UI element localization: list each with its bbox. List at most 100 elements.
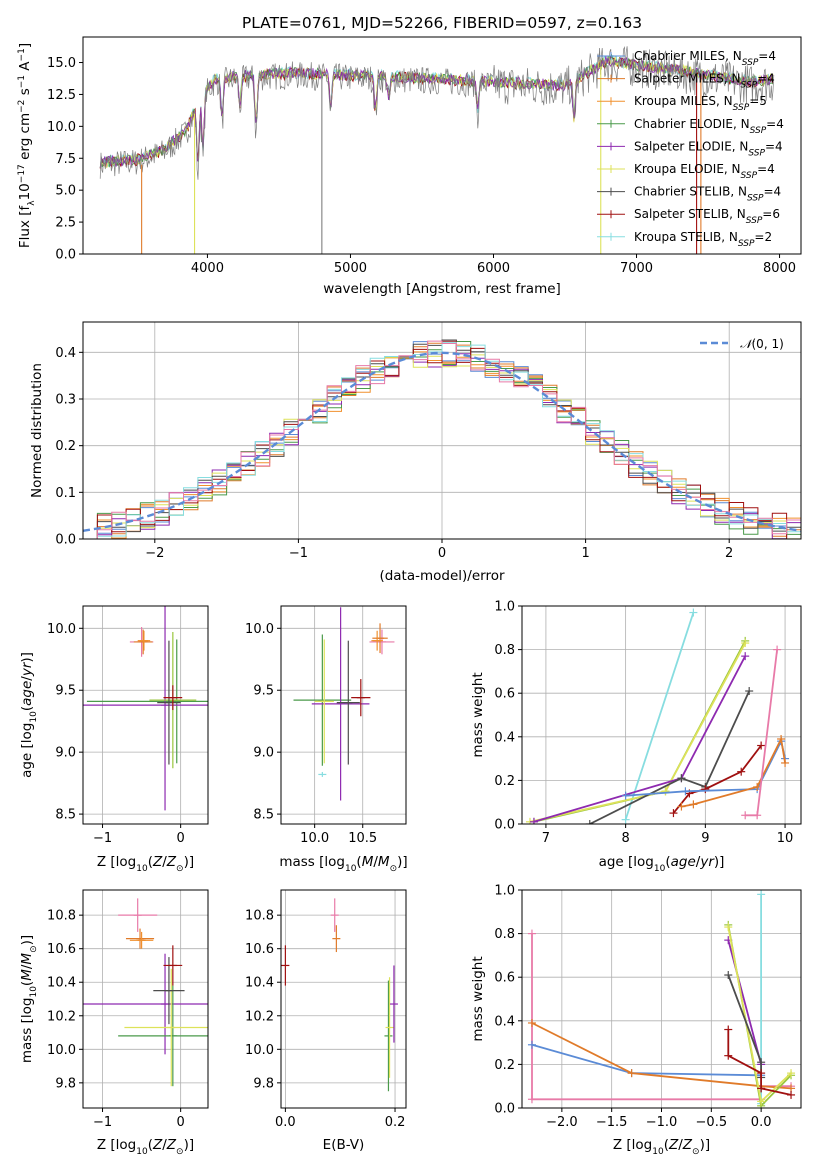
legend-label: Salpeter MILES, NSSP=4	[634, 72, 775, 91]
y-tick-label: 8.5	[55, 808, 76, 823]
y-tick-label: 0.6	[494, 687, 515, 702]
x-axis-label: mass [log10(M/M⊙)]	[279, 854, 407, 874]
y-tick-label: 10.0	[47, 1043, 76, 1058]
y-tick-label: 15.0	[47, 56, 76, 71]
y-tick-label: 10.6	[47, 942, 76, 957]
y-tick-label: 0.0	[55, 248, 76, 263]
y-tick-label: 0.2	[494, 1058, 515, 1073]
x-tick-label: 8	[621, 831, 629, 846]
weight-line	[745, 649, 778, 817]
y-tick-label: 7.5	[55, 152, 76, 167]
legend-label: Kroupa MILES, NSSP=5	[634, 94, 767, 113]
x-tick-label: −1	[93, 831, 112, 846]
y-tick-label: 0.3	[55, 393, 76, 408]
x-tick-label: 4000	[191, 261, 224, 276]
y-axis-label: mass weight	[470, 956, 486, 1041]
axes-frame	[280, 889, 407, 1109]
y-tick-label: 0.8	[494, 643, 515, 658]
plot-area	[525, 608, 790, 824]
x-axis-label: Z [log10(Z/Z⊙)]	[97, 1137, 194, 1157]
x-tick-label: −1.5	[596, 1115, 628, 1130]
x-tick-label: 7	[542, 831, 550, 846]
plot-area	[83, 339, 801, 539]
legend-label: Chabrier MILES, NSSP=4	[634, 49, 776, 68]
y-tick-label: 10.4	[47, 976, 76, 991]
legend-label: Salpeter ELODIE, NSSP=4	[634, 139, 783, 158]
y-tick-label: 12.5	[47, 88, 76, 103]
legend-label: Salpeter STELIB, NSSP=6	[634, 207, 780, 226]
x-tick-label: −2	[145, 546, 164, 561]
histogram-step	[83, 341, 801, 539]
x-tick-label: −2.0	[546, 1115, 578, 1130]
x-tick-label: −1	[289, 546, 308, 561]
plot-area	[281, 898, 398, 1092]
weight-line	[624, 612, 695, 820]
y-tick-label: 10.8	[47, 909, 76, 924]
y-tick-label: 10.8	[245, 909, 274, 924]
y-tick-label: 10.0	[245, 622, 274, 637]
x-tick-label: 5000	[334, 261, 367, 276]
y-tick-label: 0.6	[494, 971, 515, 986]
axes-frame	[521, 605, 802, 825]
y-tick-label: 1.0	[494, 600, 515, 615]
y-tick-label: 0.4	[494, 1014, 515, 1029]
y-tick-label: 0.2	[55, 439, 76, 454]
y-tick-label: 2.5	[55, 216, 76, 231]
x-tick-label: 10.0	[300, 831, 329, 846]
axes-frame	[82, 321, 802, 540]
x-tick-label: 2	[725, 546, 733, 561]
weight-line	[727, 974, 762, 1078]
chart-title: PLATE=0761, MJD=52266, FIBERID=0597, z=0…	[242, 14, 642, 32]
x-tick-label: 0	[438, 546, 446, 561]
x-tick-label: −1.0	[646, 1115, 678, 1130]
y-tick-label: 10.6	[245, 942, 274, 957]
y-tick-label: 10.4	[245, 976, 274, 991]
axes-frame	[82, 889, 209, 1109]
legend-label: Kroupa ELODIE, NSSP=4	[634, 162, 775, 181]
x-tick-label: 10.5	[348, 831, 377, 846]
y-tick-label: 0.4	[494, 730, 515, 745]
normal-curve	[83, 351, 801, 532]
x-tick-label: 0.0	[275, 1115, 296, 1130]
y-axis-label: Normed distribution	[29, 363, 45, 498]
y-tick-label: 1.0	[494, 884, 515, 899]
axes-frame	[280, 605, 407, 825]
y-tick-label: 0.0	[55, 533, 76, 548]
legend-label: Chabrier STELIB, NSSP=4	[634, 185, 781, 204]
legend-label: 𝒩(0, 1)	[740, 337, 784, 351]
y-tick-label: 5.0	[55, 184, 76, 199]
weight-line	[727, 939, 762, 1065]
y-tick-label: 10.2	[47, 1009, 76, 1024]
y-tick-label: 10.0	[245, 1043, 274, 1058]
y-tick-label: 10.0	[47, 120, 76, 135]
histogram-step	[83, 340, 801, 539]
y-tick-label: 0.2	[494, 774, 515, 789]
y-tick-label: 9.5	[55, 684, 76, 699]
x-tick-label: 0	[177, 831, 185, 846]
y-tick-label: 9.8	[253, 1076, 274, 1091]
y-tick-label: 0.0	[494, 818, 515, 833]
legend-label: Kroupa STELIB, NSSP=2	[634, 230, 772, 249]
y-axis-label: Flux [fλ10−17 erg cm−2 s−1 A−1]	[17, 43, 37, 248]
x-tick-label: 1	[581, 546, 589, 561]
x-tick-label: 9	[701, 831, 709, 846]
x-tick-label: 0.0	[751, 1115, 772, 1130]
x-tick-label: −1	[93, 1115, 112, 1130]
x-tick-label: 8000	[763, 261, 796, 276]
legend-label: Chabrier ELODIE, NSSP=4	[634, 117, 784, 136]
x-axis-label: wavelength [Angstrom, rest frame]	[323, 281, 561, 297]
x-tick-label: 10	[777, 831, 794, 846]
y-tick-label: 0.4	[55, 346, 76, 361]
y-axis-label: mass weight	[470, 672, 486, 757]
axes-frame	[82, 605, 209, 825]
data-spectrum-line	[99, 45, 775, 180]
y-tick-label: 9.0	[253, 746, 274, 761]
y-tick-label: 8.5	[253, 808, 274, 823]
x-tick-label: 0	[177, 1115, 185, 1130]
plot-area	[83, 898, 208, 1087]
x-axis-label: age [log10(age/yr)]	[599, 854, 725, 874]
axes-frame	[82, 36, 802, 255]
y-tick-label: 10.2	[245, 1009, 274, 1024]
plot-area	[527, 890, 796, 1108]
